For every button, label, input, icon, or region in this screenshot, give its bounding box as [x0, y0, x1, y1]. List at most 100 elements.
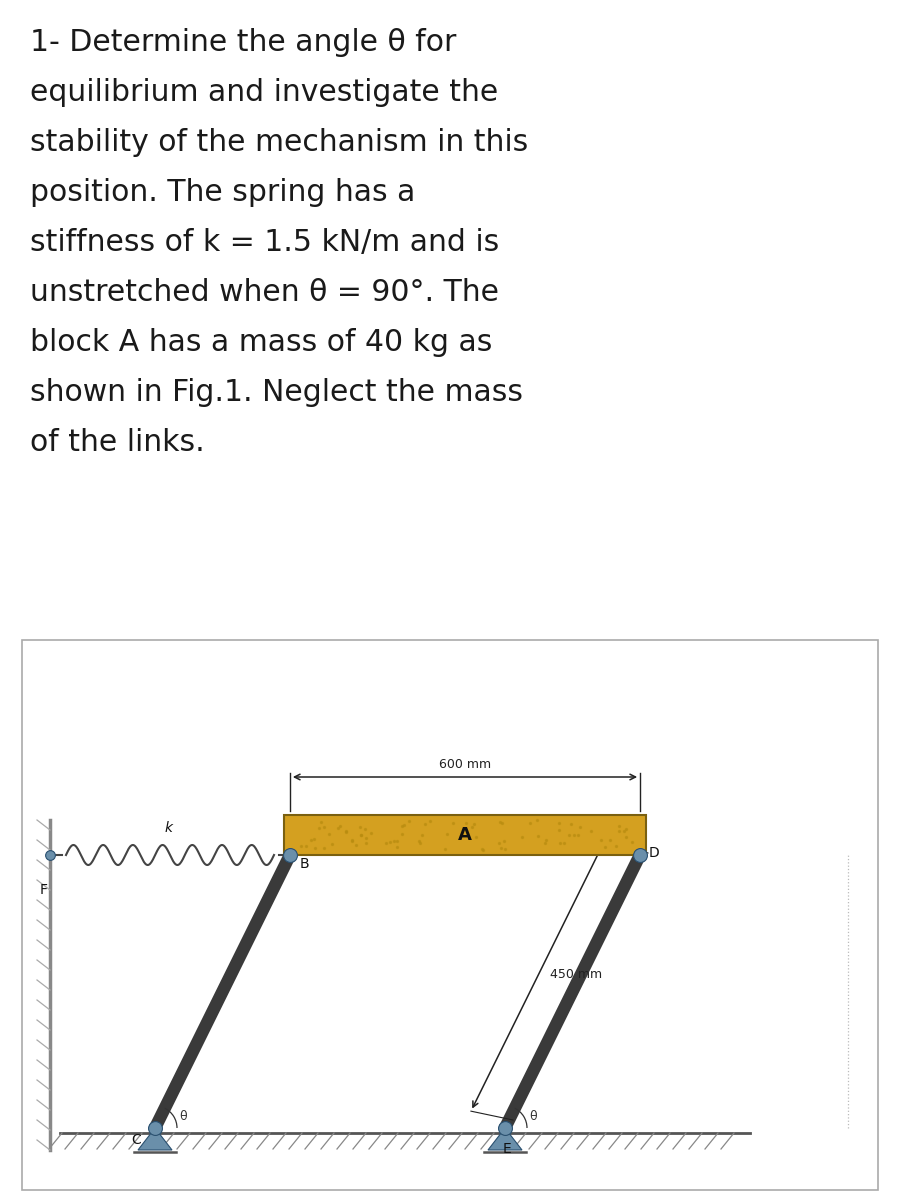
Point [567, 826, 581, 845]
Point [358, 820, 373, 839]
Text: 600 mm: 600 mm [439, 758, 491, 770]
Polygon shape [138, 1128, 172, 1150]
Point [390, 838, 404, 857]
Point [353, 817, 367, 836]
Point [618, 828, 633, 847]
Text: stiffness of k = 1.5 kN/m and is: stiffness of k = 1.5 kN/m and is [30, 228, 500, 257]
Point [537, 833, 552, 852]
Point [314, 812, 328, 832]
Text: block A has a mass of 40 kg as: block A has a mass of 40 kg as [30, 328, 492, 356]
Text: equilibrium and investigate the: equilibrium and investigate the [30, 78, 499, 107]
Point [494, 814, 508, 833]
Point [446, 814, 460, 833]
Point [515, 828, 529, 847]
Point [538, 830, 553, 850]
Point [584, 821, 598, 840]
Point [354, 826, 368, 845]
Text: stability of the mechanism in this: stability of the mechanism in this [30, 128, 528, 157]
Point [602, 830, 616, 850]
Text: position. The spring has a: position. The spring has a [30, 178, 416, 206]
Point [572, 817, 587, 836]
Point [617, 821, 632, 840]
Text: A: A [458, 826, 472, 844]
Point [423, 811, 437, 830]
Point [394, 816, 409, 835]
Polygon shape [488, 1128, 522, 1150]
Text: 450 mm: 450 mm [551, 968, 603, 982]
Point [612, 822, 626, 841]
Point [339, 822, 354, 841]
Point [498, 840, 512, 859]
Text: F: F [40, 883, 48, 898]
Point [552, 821, 566, 840]
Point [412, 833, 427, 852]
Point [437, 840, 452, 859]
Point [386, 832, 400, 851]
Point [303, 830, 318, 850]
Point [307, 829, 321, 848]
Point [553, 834, 567, 853]
Point [598, 838, 613, 857]
Point [308, 838, 322, 857]
Point [359, 828, 374, 847]
Text: θ: θ [179, 1110, 187, 1123]
Text: of the links.: of the links. [30, 428, 205, 457]
Point [383, 833, 398, 852]
Text: θ: θ [529, 1110, 536, 1123]
Point [469, 828, 483, 847]
Bar [22, 640, 878, 1190]
Point [311, 818, 326, 838]
Point [493, 812, 508, 832]
Point [379, 834, 393, 853]
Point [293, 836, 308, 856]
Point [317, 839, 331, 858]
Point [564, 815, 579, 834]
Point [331, 818, 346, 838]
Text: shown in Fig.1. Neglect the mass: shown in Fig.1. Neglect the mass [30, 378, 523, 407]
Point [317, 817, 331, 836]
Text: D: D [649, 846, 660, 860]
Point [459, 814, 473, 833]
Point [391, 830, 405, 850]
Point [349, 835, 364, 854]
Point [397, 816, 411, 835]
Point [333, 816, 347, 835]
Text: k: k [165, 821, 173, 835]
Text: C: C [131, 1133, 141, 1147]
Point [556, 833, 571, 852]
Point [299, 836, 313, 856]
Point [418, 815, 432, 834]
Text: 1- Determine the angle θ for: 1- Determine the angle θ for [30, 28, 456, 56]
Point [476, 840, 491, 859]
Point [467, 815, 482, 834]
Point [364, 823, 378, 842]
Point [612, 816, 626, 835]
Point [572, 826, 586, 845]
Point [394, 824, 409, 844]
Point [465, 817, 480, 836]
Point [530, 827, 544, 846]
Point [412, 832, 427, 851]
Point [593, 830, 608, 850]
Point [562, 826, 577, 845]
Point [359, 833, 374, 852]
Point [321, 824, 336, 844]
Point [552, 814, 566, 833]
Text: B: B [300, 857, 310, 871]
Point [474, 839, 489, 858]
Point [440, 824, 454, 844]
Text: unstretched when θ = 90°. The: unstretched when θ = 90°. The [30, 278, 499, 307]
Point [625, 832, 639, 851]
Point [491, 834, 506, 853]
Point [345, 830, 359, 850]
Point [354, 826, 368, 845]
Text: E: E [502, 1142, 511, 1156]
Point [530, 811, 544, 830]
Point [618, 820, 633, 839]
Point [401, 811, 416, 830]
Point [522, 814, 536, 833]
Bar [284, 815, 646, 854]
Point [345, 832, 359, 851]
Point [338, 821, 353, 840]
Point [415, 826, 429, 845]
